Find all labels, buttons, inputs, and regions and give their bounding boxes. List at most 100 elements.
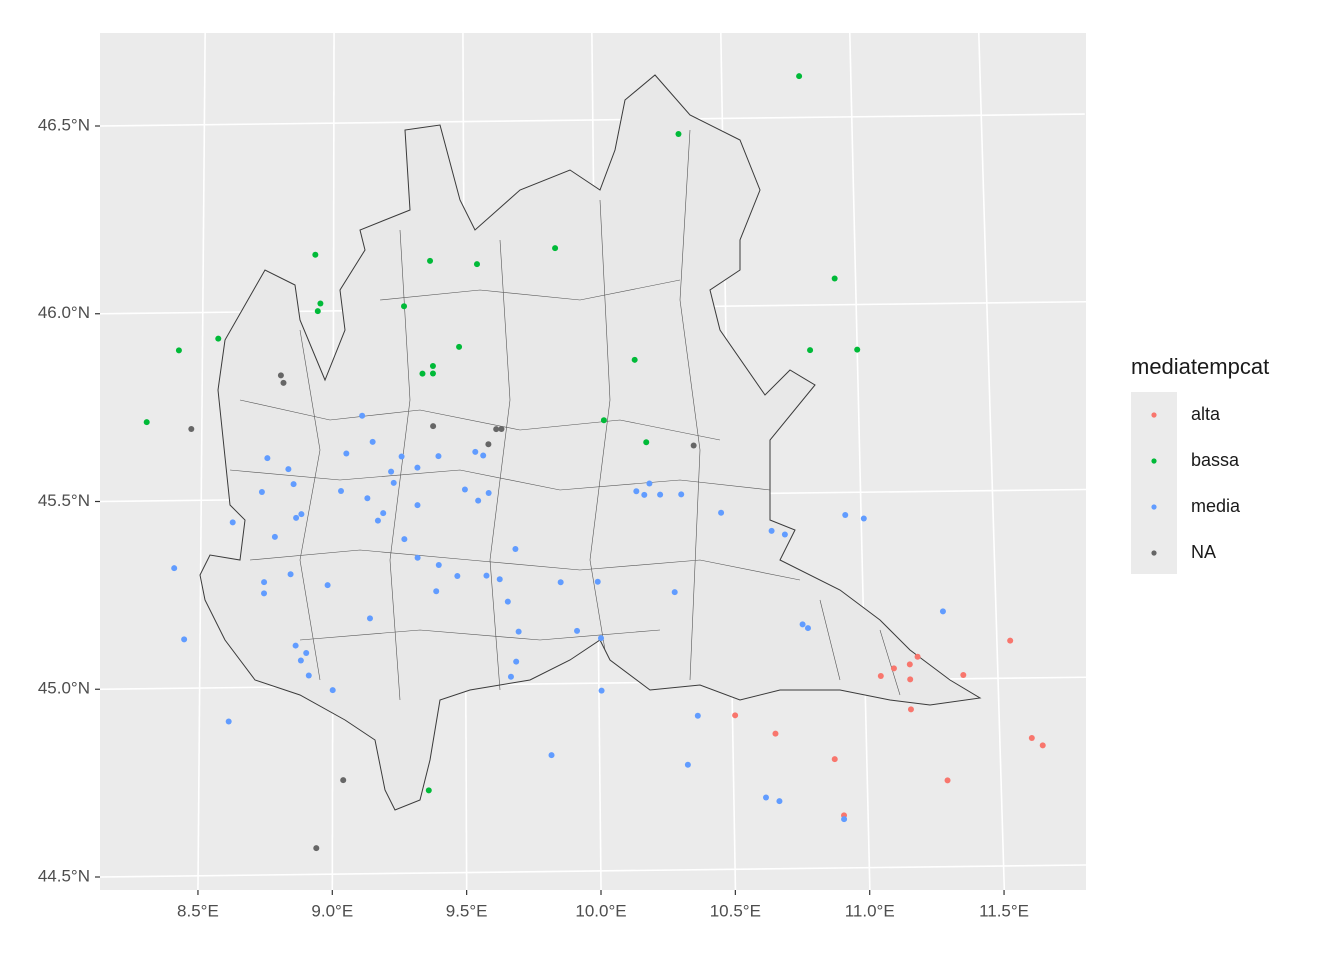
point bbox=[831, 275, 838, 282]
grid-line bbox=[100, 113, 1085, 127]
point bbox=[369, 438, 376, 445]
x-tick-label: 8.5°E bbox=[177, 901, 219, 920]
legend: alta bassa media NA bbox=[1151, 404, 1241, 562]
point bbox=[388, 468, 395, 475]
point bbox=[600, 417, 607, 424]
point bbox=[414, 554, 421, 561]
point bbox=[1039, 742, 1046, 749]
point bbox=[293, 514, 300, 521]
legend-key bbox=[1151, 458, 1157, 464]
point bbox=[675, 130, 682, 137]
point bbox=[557, 579, 564, 586]
point bbox=[261, 590, 268, 597]
point bbox=[425, 787, 432, 794]
point bbox=[343, 450, 350, 457]
point bbox=[831, 756, 838, 763]
point bbox=[414, 502, 421, 509]
point bbox=[380, 510, 387, 517]
points bbox=[143, 73, 1046, 852]
point bbox=[860, 515, 867, 522]
point bbox=[507, 673, 514, 680]
point bbox=[678, 491, 685, 498]
y-tick-label: 45.5°N bbox=[38, 491, 90, 510]
point bbox=[359, 412, 366, 419]
point bbox=[776, 798, 783, 805]
point bbox=[456, 343, 463, 350]
point bbox=[504, 598, 511, 605]
y-tick-label: 46.0°N bbox=[38, 303, 90, 322]
point bbox=[454, 573, 461, 580]
point bbox=[480, 452, 487, 459]
point bbox=[548, 752, 555, 759]
point bbox=[906, 661, 913, 668]
point bbox=[732, 712, 739, 719]
point bbox=[297, 657, 304, 664]
point bbox=[324, 582, 331, 589]
point bbox=[292, 642, 299, 649]
point bbox=[498, 426, 505, 433]
point bbox=[594, 578, 601, 585]
x-tick-label: 9.0°E bbox=[311, 901, 353, 920]
point bbox=[229, 519, 236, 526]
point bbox=[960, 671, 967, 678]
point bbox=[303, 649, 310, 656]
point bbox=[429, 370, 436, 377]
x-tick-label: 11.0°E bbox=[845, 901, 895, 920]
point bbox=[419, 370, 426, 377]
point bbox=[485, 490, 492, 497]
point bbox=[804, 625, 811, 632]
point bbox=[657, 491, 664, 498]
legend-label: alta bbox=[1191, 404, 1221, 424]
point bbox=[435, 453, 442, 460]
point bbox=[461, 486, 468, 493]
point bbox=[312, 251, 319, 258]
legend-key bbox=[1151, 412, 1157, 418]
point bbox=[483, 572, 490, 579]
point bbox=[429, 363, 436, 370]
point bbox=[574, 627, 581, 634]
legend-key bbox=[1151, 504, 1157, 510]
point bbox=[285, 466, 292, 473]
point bbox=[427, 257, 434, 264]
point bbox=[1007, 637, 1014, 644]
point bbox=[890, 665, 897, 672]
point bbox=[398, 453, 405, 460]
point bbox=[772, 730, 779, 737]
point bbox=[914, 653, 921, 660]
grid-line bbox=[977, 33, 1006, 890]
point bbox=[338, 488, 345, 495]
point bbox=[762, 794, 769, 801]
point bbox=[175, 347, 182, 354]
point bbox=[287, 571, 294, 578]
point bbox=[258, 489, 265, 496]
point bbox=[1028, 734, 1035, 741]
point bbox=[485, 441, 492, 448]
point bbox=[430, 423, 437, 430]
point bbox=[390, 479, 397, 486]
legend-label: bassa bbox=[1191, 450, 1240, 470]
point bbox=[401, 303, 408, 310]
point bbox=[414, 464, 421, 471]
point bbox=[496, 576, 503, 583]
point bbox=[374, 517, 381, 524]
point bbox=[796, 73, 803, 80]
point bbox=[401, 536, 408, 543]
point bbox=[143, 419, 150, 426]
point bbox=[298, 511, 305, 518]
point bbox=[264, 455, 271, 462]
point bbox=[799, 621, 806, 628]
point bbox=[364, 495, 371, 502]
point bbox=[317, 300, 324, 307]
point bbox=[854, 346, 861, 353]
legend-label: NA bbox=[1191, 542, 1216, 562]
point bbox=[598, 635, 605, 642]
point bbox=[313, 845, 320, 852]
point bbox=[512, 546, 519, 553]
point bbox=[939, 608, 946, 615]
point bbox=[472, 448, 479, 455]
point bbox=[643, 439, 650, 446]
point bbox=[646, 480, 653, 487]
y-tick-label: 45.0°N bbox=[38, 679, 90, 698]
point bbox=[671, 589, 678, 596]
point bbox=[807, 347, 814, 354]
